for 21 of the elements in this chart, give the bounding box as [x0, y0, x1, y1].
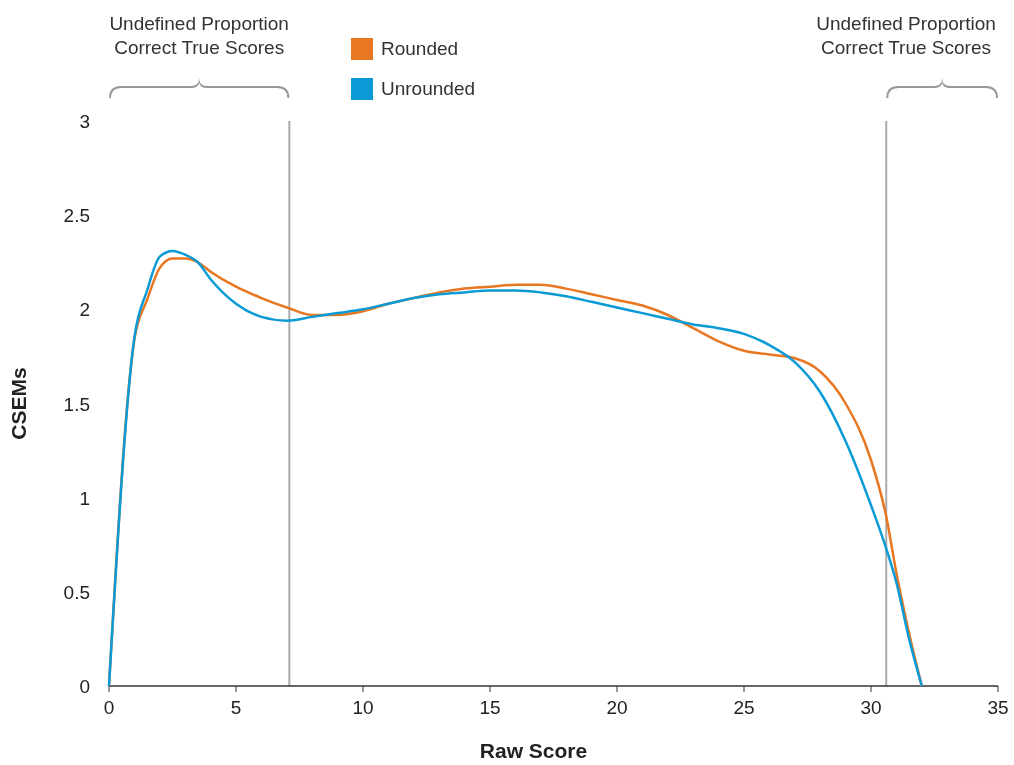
x-tick-label: 5 — [230, 697, 242, 718]
text: Undefined Proportion Correct True Scores — [816, 13, 996, 58]
text: Undefined Proportion Correct True Scores — [109, 13, 289, 58]
y-tick-label: 0.5 — [63, 581, 90, 603]
x-axis-title: Raw Score — [479, 739, 588, 762]
x-tick-label: 0 — [103, 697, 115, 718]
y-tick-label: 2.5 — [63, 205, 90, 227]
x-tick-label: 35 — [987, 697, 1009, 718]
y-tick-label: 0 — [79, 676, 90, 697]
x-tick-label: 10 — [352, 697, 374, 718]
x-tick-label: 25 — [733, 697, 755, 718]
y-tick-label: 3 — [79, 111, 90, 132]
y-tick-label: 1.5 — [63, 393, 90, 415]
y-tick-label: 1 — [79, 487, 90, 509]
x-tick-label: 30 — [860, 697, 882, 718]
x-tick-label: 15 — [479, 697, 501, 718]
y-tick-label: 2 — [79, 299, 90, 321]
legend-label: Unrounded — [381, 78, 476, 99]
legend-label: Rounded — [381, 38, 459, 59]
y-axis-title: CSEMs — [7, 367, 30, 440]
x-tick-label: 20 — [606, 697, 628, 718]
